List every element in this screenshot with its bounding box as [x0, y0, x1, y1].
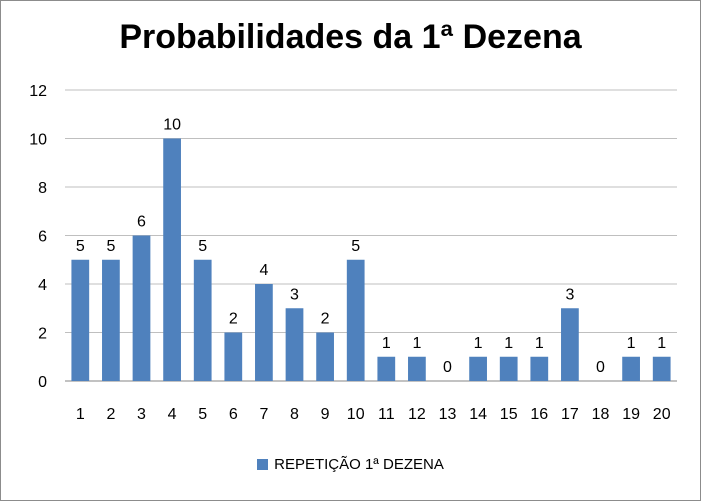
- data-label: 2: [229, 311, 238, 328]
- data-label: 3: [565, 286, 574, 303]
- bar: [530, 356, 549, 381]
- chart-title: Probabilidades da 1ª Dezena: [119, 18, 582, 56]
- bar: [193, 259, 212, 381]
- bar: [408, 356, 426, 381]
- y-tick-label: 8: [38, 180, 47, 197]
- bar: [377, 356, 396, 381]
- x-tick-label: 19: [622, 406, 640, 423]
- y-tick-label: 10: [29, 132, 47, 149]
- legend: REPETIÇÃO 1ª DEZENA: [0, 456, 701, 473]
- bar: [102, 259, 120, 381]
- legend-label: REPETIÇÃO 1ª DEZENA: [274, 456, 444, 473]
- bars: [71, 138, 671, 381]
- data-label: 5: [76, 238, 85, 255]
- y-tick-label: 6: [38, 229, 47, 246]
- y-tick-label: 4: [38, 277, 47, 294]
- x-tick-label: 3: [137, 406, 146, 423]
- x-tick-label: 1: [76, 406, 85, 423]
- bar: [285, 308, 304, 381]
- data-label: 1: [412, 335, 421, 352]
- x-tick-label: 9: [321, 406, 330, 423]
- data-label: 5: [198, 238, 207, 255]
- data-label: 5: [351, 238, 360, 255]
- legend-swatch: [257, 459, 269, 470]
- bar: [346, 259, 365, 381]
- x-tick-label: 4: [168, 406, 177, 423]
- x-tick-label: 16: [530, 406, 548, 423]
- x-tick-label: 12: [408, 406, 426, 423]
- y-axis-ticks: 0 2 4 6 8 10 12: [29, 83, 47, 391]
- bar: [469, 356, 487, 381]
- x-tick-label: 15: [500, 406, 518, 423]
- data-label: 2: [321, 311, 330, 328]
- y-tick-label: 2: [38, 326, 47, 343]
- data-label: 4: [259, 262, 268, 279]
- bar: [652, 356, 671, 381]
- x-tick-label: 20: [653, 406, 671, 423]
- data-label: 0: [443, 359, 452, 376]
- x-tick-label: 6: [229, 406, 238, 423]
- x-axis-ticks: 1 2 3 4 5 6 7 8 9 10 11 12 13 14 15 16 17 18 19 20: [76, 406, 671, 423]
- x-tick-label: 2: [106, 406, 115, 423]
- y-tick-label: 12: [29, 83, 47, 100]
- x-tick-label: 10: [347, 406, 365, 423]
- bar: [561, 308, 579, 381]
- bar: [71, 259, 90, 381]
- x-tick-label: 8: [290, 406, 299, 423]
- data-label: 0: [596, 359, 605, 376]
- data-label: 1: [504, 335, 513, 352]
- data-label: 1: [657, 335, 666, 352]
- x-tick-label: 18: [592, 406, 610, 423]
- data-label: 6: [137, 214, 146, 231]
- x-tick-label: 13: [439, 406, 457, 423]
- bar: [622, 356, 640, 381]
- bar: [132, 235, 151, 381]
- x-tick-label: 14: [469, 406, 487, 423]
- gridlines: [65, 89, 677, 382]
- bar: [255, 284, 273, 381]
- data-label: 1: [474, 335, 483, 352]
- x-tick-label: 11: [378, 406, 395, 423]
- data-label: 3: [290, 286, 299, 303]
- x-tick-label: 17: [561, 406, 579, 423]
- data-label: 10: [163, 117, 181, 134]
- data-label: 1: [535, 335, 544, 352]
- y-tick-label: 0: [38, 374, 47, 391]
- bar: [499, 356, 518, 381]
- bar: [163, 138, 181, 381]
- bar: [316, 332, 334, 381]
- data-label: 5: [106, 238, 115, 255]
- bar: [224, 332, 243, 381]
- data-label: 1: [382, 335, 391, 352]
- x-tick-label: 5: [198, 406, 207, 423]
- data-label: 1: [627, 335, 636, 352]
- x-tick-label: 7: [259, 406, 268, 423]
